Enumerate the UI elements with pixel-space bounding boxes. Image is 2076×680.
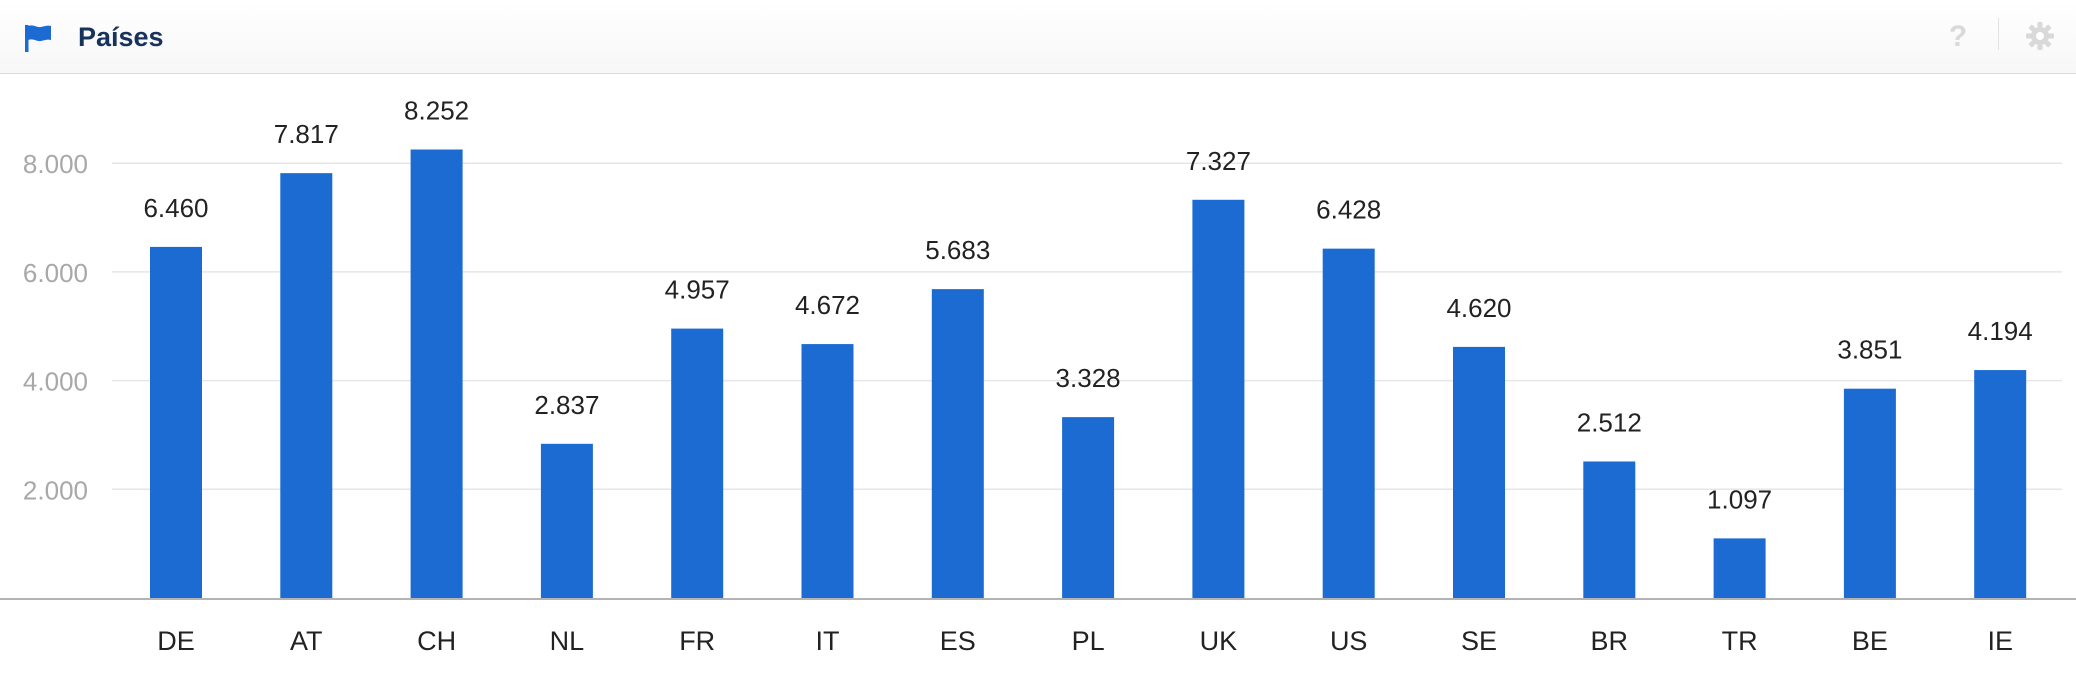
x-tick-label: DE bbox=[157, 626, 195, 656]
x-tick-label: ES bbox=[940, 626, 976, 656]
data-label: 2.512 bbox=[1577, 407, 1642, 437]
data-label: 6.428 bbox=[1316, 195, 1381, 225]
data-label: 5.683 bbox=[925, 235, 990, 265]
bar-chart: 2.000 4.000 6.000 8.000 6.460 DE 7.817 AT 8.252 C… bbox=[0, 96, 2076, 656]
x-tick-label: US bbox=[1330, 626, 1368, 656]
data-label: 1.097 bbox=[1707, 484, 1772, 514]
bar bbox=[540, 443, 593, 598]
y-tick-label: 8.000 bbox=[23, 149, 88, 179]
x-tick-label: TR bbox=[1722, 626, 1758, 656]
data-label: 4.672 bbox=[795, 290, 860, 320]
gear-icon[interactable] bbox=[2024, 20, 2056, 52]
bar bbox=[1713, 538, 1766, 598]
bar bbox=[1322, 248, 1375, 599]
y-tick-label: 6.000 bbox=[23, 258, 88, 288]
data-label: 3.328 bbox=[1056, 363, 1121, 393]
bar bbox=[1843, 388, 1896, 598]
x-tick-label: IT bbox=[816, 626, 840, 656]
data-label: 6.460 bbox=[143, 193, 208, 223]
data-label: 7.817 bbox=[274, 119, 339, 149]
bar bbox=[671, 328, 724, 598]
x-tick-label: AT bbox=[290, 626, 323, 656]
x-tick-label: BR bbox=[1591, 626, 1629, 656]
x-tick-label: CH bbox=[417, 626, 456, 656]
bar bbox=[931, 289, 984, 598]
y-tick-label: 2.000 bbox=[23, 475, 88, 505]
bar bbox=[150, 246, 202, 599]
x-tick-label: FR bbox=[679, 626, 715, 656]
data-label: 4.620 bbox=[1446, 293, 1511, 323]
bar bbox=[1453, 346, 1505, 598]
bar bbox=[1974, 370, 2027, 598]
x-tick-label: PL bbox=[1072, 626, 1105, 656]
widget-title: Países bbox=[78, 22, 164, 52]
data-label: 4.194 bbox=[1968, 316, 2033, 346]
bar bbox=[410, 149, 463, 599]
y-tick-label: 4.000 bbox=[23, 367, 88, 397]
bar bbox=[1062, 417, 1115, 598]
header-divider bbox=[1998, 18, 1999, 50]
data-label: 7.327 bbox=[1186, 146, 1251, 176]
data-label: 3.851 bbox=[1837, 335, 1902, 365]
bar bbox=[801, 344, 854, 598]
bar bbox=[280, 173, 333, 598]
x-tick-label: NL bbox=[550, 626, 585, 656]
data-label: 2.837 bbox=[534, 390, 599, 420]
flag-icon bbox=[25, 25, 51, 52]
x-tick-label: SE bbox=[1461, 626, 1497, 656]
data-label: 4.957 bbox=[665, 275, 730, 305]
data-label: 8.252 bbox=[404, 96, 469, 126]
widget-header: Países ? bbox=[0, 0, 2076, 74]
help-icon[interactable]: ? bbox=[1948, 20, 1968, 53]
bar bbox=[1192, 199, 1245, 598]
x-tick-label: BE bbox=[1852, 626, 1888, 656]
x-tick-label: IE bbox=[1987, 626, 2013, 656]
x-tick-label: UK bbox=[1200, 626, 1238, 656]
bar bbox=[1583, 461, 1636, 598]
